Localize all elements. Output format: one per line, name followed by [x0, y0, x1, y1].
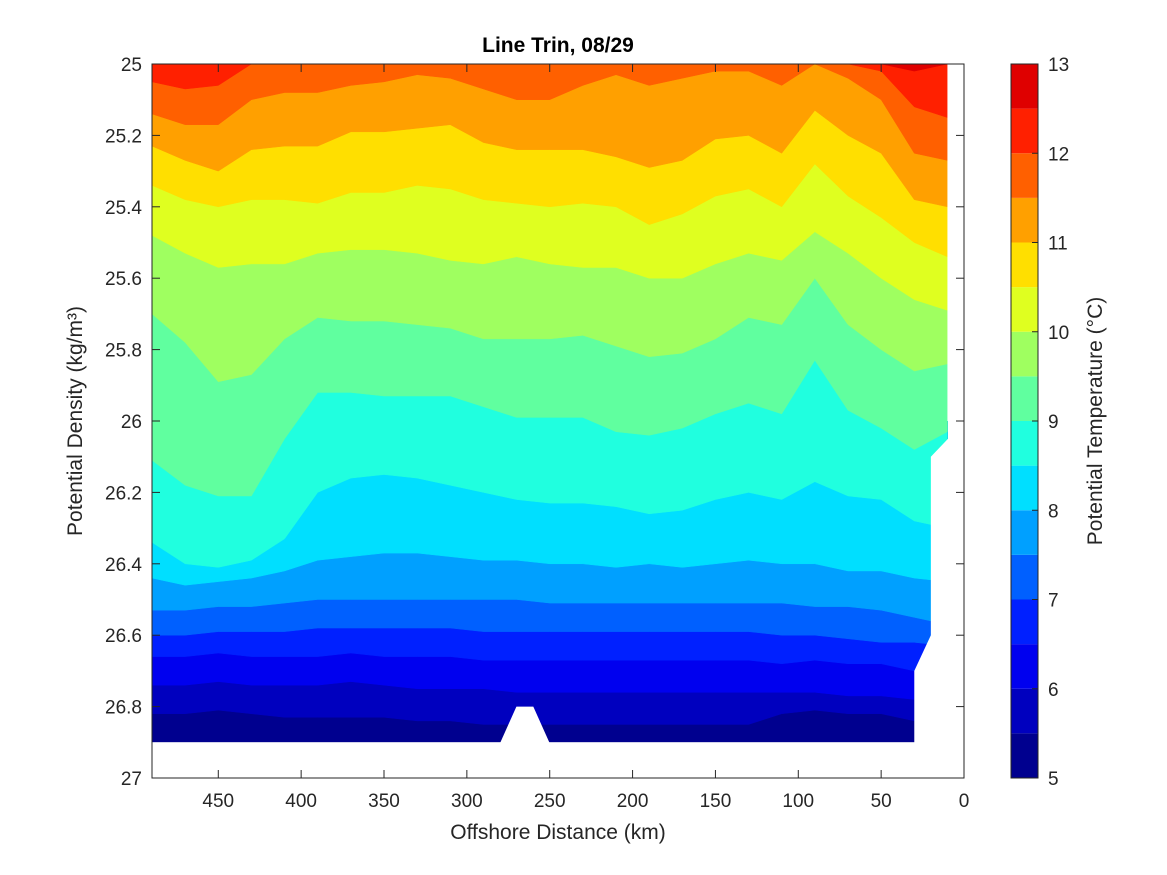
colorbar-band: [1011, 153, 1038, 198]
data-gap-bottom: [152, 742, 964, 778]
x-axis-ticks: 450 400 350 300 250 200 150 100 50 0: [202, 64, 969, 812]
colorbar-band: [1011, 733, 1038, 778]
data-gaps: [152, 64, 964, 778]
colorbar-tick-label: 8: [1048, 501, 1059, 522]
y-tick-label: 25.2: [105, 126, 142, 147]
contour-bands: [152, 64, 948, 743]
colorbar-band: [1011, 644, 1038, 689]
colorbar-band: [1011, 331, 1038, 377]
x-tick-label: 250: [534, 791, 566, 812]
x-tick-label: 0: [959, 791, 970, 812]
y-tick-label: 25.6: [105, 269, 142, 290]
y-tick-label: 26.8: [105, 698, 142, 719]
contour-band-11: [152, 64, 948, 208]
colorbar-band: [1011, 421, 1038, 466]
x-tick-label: 350: [368, 791, 400, 812]
chart-title: Line Trin, 08/29: [482, 34, 634, 57]
colorbar-band: [1011, 287, 1038, 332]
colorbar-tick-label: 13: [1048, 55, 1069, 76]
colorbar-tick-label: 11: [1048, 234, 1068, 255]
x-tick-label: 400: [285, 791, 317, 812]
y-tick-label: 25: [121, 55, 142, 76]
colorbar-band: [1011, 599, 1038, 645]
y-tick-label: 26.2: [105, 483, 142, 504]
x-tick-label: 200: [617, 791, 649, 812]
y-tick-label: 26.4: [105, 555, 142, 576]
colorbar-band: [1011, 465, 1038, 511]
data-gap-shelf: [914, 422, 964, 744]
colorbar-band: [1011, 242, 1038, 288]
colorbar-tick-label: 7: [1048, 591, 1059, 612]
colorbar-ticks: 5 6 7 8 9 10 11 12 13: [1032, 55, 1069, 790]
y-tick-label: 26.6: [105, 626, 142, 647]
y-axis-label: Potential Density (kg/m³): [64, 306, 87, 536]
colorbar-tick-label: 6: [1048, 680, 1059, 701]
x-tick-label: 100: [782, 791, 814, 812]
x-tick-label: 450: [202, 791, 234, 812]
contour-band-12: [152, 64, 948, 118]
colorbar: 5 6 7 8 9 10 11 12 13 Potential Temperature (°C): [1010, 55, 1107, 790]
x-tick-label: 50: [871, 791, 892, 812]
colorbar-band: [1011, 510, 1038, 555]
colorbar-tick-label: 10: [1048, 323, 1069, 344]
data-gap-notch: [500, 706, 550, 744]
colorbar-band: [1011, 688, 1038, 734]
colorbar-bands: [1011, 64, 1038, 778]
colorbar-band: [1011, 64, 1038, 109]
x-tick-label: 300: [451, 791, 483, 812]
colorbar-label: Potential Temperature (°C): [1084, 297, 1107, 545]
colorbar-band: [1011, 554, 1038, 600]
colorbar-band: [1011, 108, 1038, 154]
y-tick-label: 26: [121, 412, 142, 433]
y-tick-label: 25.8: [105, 341, 142, 362]
colorbar-tick-label: 9: [1048, 412, 1059, 433]
colorbar-band: [1011, 197, 1038, 243]
y-axis-ticks: 25 25.2 25.4 25.6 25.8 26 26.2 26.4 26.6 26.8 27: [105, 55, 964, 790]
colorbar-tick-label: 5: [1048, 769, 1059, 790]
y-tick-label: 25.4: [105, 198, 142, 219]
x-tick-label: 150: [700, 791, 732, 812]
data-gap-edge: [947, 64, 964, 421]
x-axis-label: Offshore Distance (km): [450, 821, 666, 844]
plot-area: 450 400 350 300 250 200 150 100 50 0 2525.225.425…: [105, 55, 969, 812]
colorbar-band: [1011, 376, 1038, 421]
y-tick-label: 27: [121, 769, 142, 790]
colorbar-tick-label: 12: [1048, 144, 1069, 165]
